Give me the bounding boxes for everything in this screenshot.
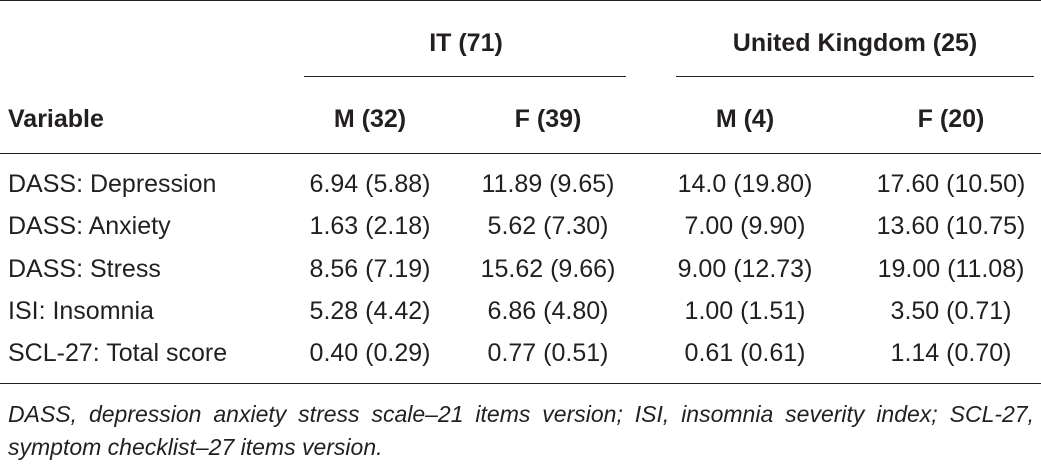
table-top-rule bbox=[0, 0, 1041, 1]
table-cell: 8.56 (7.19) bbox=[309, 255, 431, 283]
table-cell: 11.89 (9.65) bbox=[481, 170, 615, 198]
table-cell: 17.60 (10.50) bbox=[876, 170, 1026, 198]
table-cell: 1.14 (0.70) bbox=[890, 339, 1012, 367]
header-bottom-rule bbox=[0, 153, 1041, 154]
table-footnote: DASS, depression anxiety stress scale–21… bbox=[8, 401, 1034, 460]
table-cell: 9.00 (12.73) bbox=[677, 255, 813, 283]
group-header-uk: United Kingdom (25) bbox=[732, 29, 978, 57]
table-cell: 0.40 (0.29) bbox=[309, 339, 431, 367]
table-cell: 19.00 (11.08) bbox=[877, 255, 1025, 283]
table-cell: 6.86 (4.80) bbox=[487, 297, 609, 325]
row-label: DASS: Stress bbox=[8, 255, 161, 283]
column-header-variable: Variable bbox=[8, 105, 104, 133]
row-label: SCL-27: Total score bbox=[8, 339, 228, 367]
table-cell: 13.60 (10.75) bbox=[876, 212, 1026, 240]
group-rule-it bbox=[304, 76, 626, 77]
row-label: ISI: Insomnia bbox=[8, 297, 154, 325]
column-header-it-female: F (39) bbox=[514, 105, 582, 133]
table-cell: 3.50 (0.71) bbox=[890, 297, 1012, 325]
table-cell: 7.00 (9.90) bbox=[684, 212, 806, 240]
column-header-it-male: M (32) bbox=[333, 105, 407, 133]
table-cell: 15.62 (9.66) bbox=[480, 255, 616, 283]
table-cell: 6.94 (5.88) bbox=[309, 170, 431, 198]
table-bottom-rule bbox=[0, 383, 1041, 384]
group-rule-uk bbox=[676, 76, 1034, 77]
table-cell: 1.00 (1.51) bbox=[684, 297, 806, 325]
table-cell: 0.61 (0.61) bbox=[684, 339, 806, 367]
column-header-uk-female: F (20) bbox=[917, 105, 985, 133]
table-cell: 0.77 (0.51) bbox=[487, 339, 609, 367]
group-header-it: IT (71) bbox=[429, 29, 503, 57]
table-cell: 1.63 (2.18) bbox=[309, 212, 431, 240]
column-header-uk-male: M (4) bbox=[715, 105, 775, 133]
table-cell: 5.62 (7.30) bbox=[487, 212, 609, 240]
row-label: DASS: Anxiety bbox=[8, 212, 171, 240]
table-cell: 5.28 (4.42) bbox=[309, 297, 431, 325]
table-cell: 14.0 (19.80) bbox=[677, 170, 813, 198]
row-label: DASS: Depression bbox=[8, 170, 217, 198]
